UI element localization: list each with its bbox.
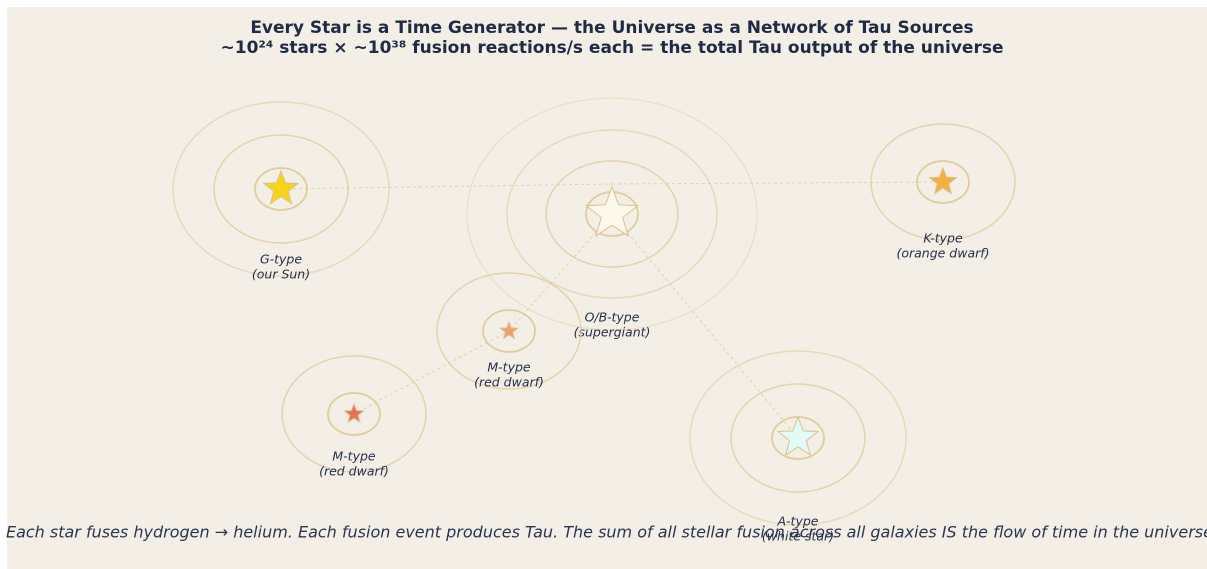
caption: Each star fuses hydrogen → helium. Each … [6, 523, 1207, 542]
star-description: (orange dwarf) [896, 246, 989, 261]
star-description: (red dwarf) [319, 464, 389, 479]
star-description: (our Sun) [252, 267, 310, 282]
star-type: O/B-type [585, 310, 640, 325]
subtitle: ~10²⁴ stars × ~10³⁸ fusion reactions/s e… [221, 38, 1004, 58]
star-type: M-type [487, 360, 531, 375]
title: Every Star is a Time Generator — the Uni… [250, 18, 973, 38]
panel [7, 7, 1207, 569]
star-type: G-type [260, 252, 302, 267]
star-description: (supergiant) [574, 325, 651, 340]
diagram: G-type(our Sun) O/B-type(supergiant) K-typ… [0, 0, 1207, 569]
star-description: (red dwarf) [474, 375, 544, 390]
star-type: M-type [332, 449, 376, 464]
star-type: K-type [923, 231, 963, 246]
